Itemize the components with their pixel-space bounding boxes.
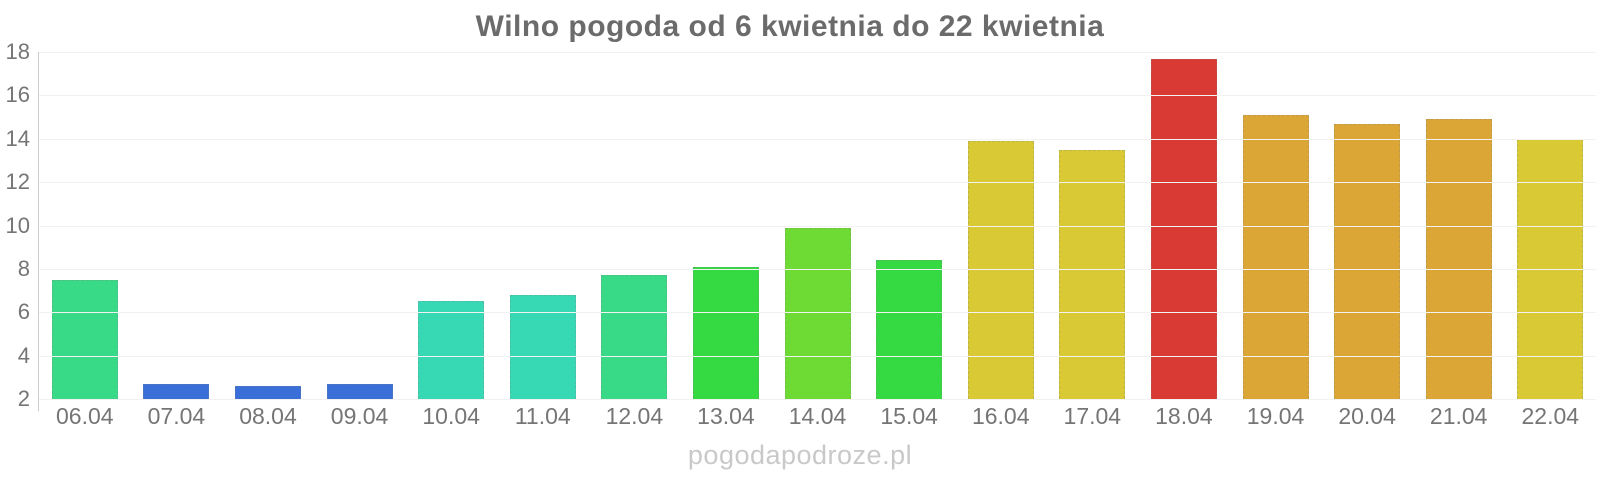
gridline <box>39 225 1596 227</box>
x-tick-label: 10.04 <box>422 403 480 429</box>
bar-09.04 <box>326 383 393 399</box>
plot-area <box>39 52 1596 400</box>
gridline <box>39 138 1596 140</box>
x-tick-label: 06.04 <box>56 403 114 429</box>
bar-slot <box>863 52 955 399</box>
gridline <box>39 312 1596 314</box>
x-tick-label: 12.04 <box>605 403 664 429</box>
bar-14.04 <box>784 227 851 399</box>
x-tick-label: 21.04 <box>1429 403 1488 429</box>
x-tick-label: 17.04 <box>1063 403 1122 429</box>
gridline <box>39 95 1596 97</box>
bar-slot <box>1230 52 1322 399</box>
bar-slot <box>1047 52 1139 399</box>
bar-12.04 <box>601 275 668 399</box>
bar-10.04 <box>418 301 485 399</box>
bar-slot <box>405 52 497 399</box>
gridline <box>39 182 1596 184</box>
x-tick-label: 14.04 <box>788 403 847 429</box>
x-tick-label: 22.04 <box>1521 403 1580 429</box>
x-tick-label: 08.04 <box>239 403 297 429</box>
bar-16.04 <box>967 140 1034 399</box>
bar-07.04 <box>143 383 210 399</box>
y-axis-line <box>38 52 39 411</box>
x-tick-label: 20.04 <box>1338 403 1396 429</box>
y-tick-label: 12 <box>5 169 30 195</box>
y-tick-label: 16 <box>5 82 30 108</box>
bars-row <box>39 52 1596 399</box>
bar-slot <box>1138 52 1230 399</box>
x-tick-label: 18.04 <box>1155 403 1213 429</box>
bar-slot <box>772 52 864 399</box>
bar-slot <box>314 52 406 399</box>
y-tick-label: 14 <box>5 125 30 151</box>
chart-title: Wilno pogoda od 6 kwietnia do 22 kwietni… <box>475 10 1105 43</box>
bar-06.04 <box>51 279 118 399</box>
bar-18.04 <box>1150 58 1217 399</box>
gridline <box>39 399 1596 400</box>
bar-slot <box>39 52 131 399</box>
bar-slot <box>131 52 223 399</box>
bar-slot <box>1413 52 1505 399</box>
y-tick-label: 2 <box>17 386 30 411</box>
bar-19.04 <box>1242 114 1309 399</box>
y-tick-label: 6 <box>17 299 30 325</box>
bar-11.04 <box>509 294 576 399</box>
gridline <box>39 52 1596 53</box>
x-tick-label: 13.04 <box>697 403 755 429</box>
bar-20.04 <box>1334 123 1401 399</box>
bar-slot <box>680 52 772 399</box>
x-tick-label: 07.04 <box>147 403 206 429</box>
bar-slot <box>222 52 314 399</box>
x-tick-label: 16.04 <box>971 403 1030 429</box>
y-tick-label: 10 <box>5 212 30 238</box>
x-tick-label: 15.04 <box>880 403 938 429</box>
bar-slot <box>589 52 681 399</box>
x-axis-labels: 06.04 07.04 08.04 09.04 10.04 11.04 12.04 13.04… <box>39 403 1596 430</box>
gridline <box>39 355 1596 357</box>
bar-slot <box>1321 52 1413 399</box>
bar-17.04 <box>1059 149 1126 399</box>
y-tick-label: 8 <box>17 255 30 281</box>
y-tick-label: 4 <box>17 342 30 368</box>
bar-13.04 <box>692 266 759 399</box>
x-tick-label: 09.04 <box>330 403 389 429</box>
bar-21.04 <box>1425 119 1492 399</box>
y-tick-label: 18 <box>5 39 30 64</box>
gridline <box>39 268 1596 270</box>
bar-08.04 <box>234 386 301 399</box>
bar-15.04 <box>876 260 943 399</box>
watermark: pogodapodroze.pl <box>687 440 913 470</box>
x-tick-label: 11.04 <box>514 403 571 429</box>
x-tick-label: 19.04 <box>1246 403 1305 429</box>
